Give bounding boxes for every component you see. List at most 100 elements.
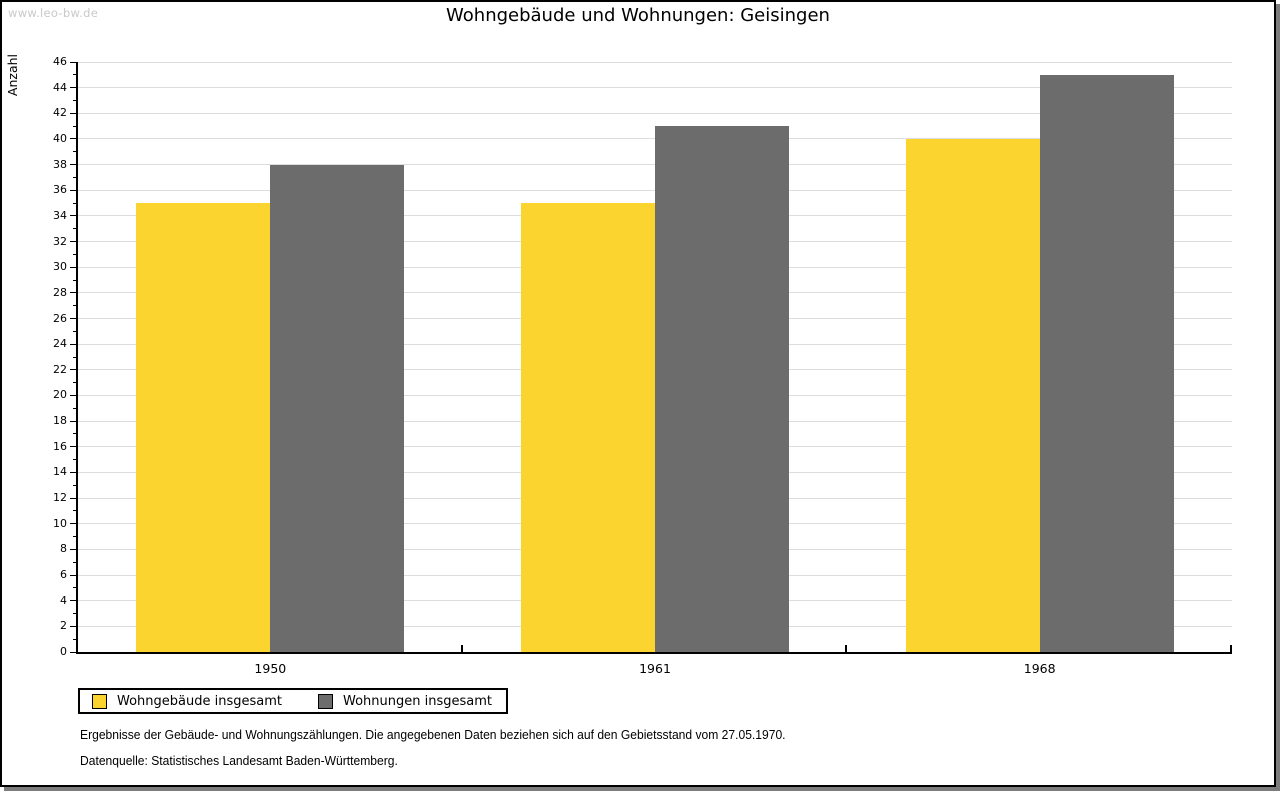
y-tick-label: 14 xyxy=(53,465,67,479)
y-minor-tick xyxy=(73,151,76,153)
bar-wohnungen-1950 xyxy=(270,164,405,652)
y-minor-tick xyxy=(73,202,76,204)
bar-wohngebaeude-1968 xyxy=(905,138,1040,652)
y-minor-tick xyxy=(73,407,76,409)
y-major-tick xyxy=(70,394,76,396)
y-axis-line xyxy=(76,62,78,652)
y-major-tick xyxy=(70,164,76,166)
gridline xyxy=(78,61,1232,63)
y-major-tick xyxy=(70,215,76,217)
legend-label-wohngebaeude: Wohngebäude insgesamt xyxy=(117,693,282,709)
y-tick-label: 30 xyxy=(53,260,67,274)
y-tick-label: 2 xyxy=(60,619,67,633)
x-tick-label: 1950 xyxy=(254,661,287,676)
y-minor-tick xyxy=(73,176,76,178)
legend-swatch-wohnungen xyxy=(318,693,333,709)
bar-wohngebaeude-1950 xyxy=(136,203,271,652)
y-tick-label: 10 xyxy=(53,516,67,530)
x-group-tick xyxy=(1230,645,1232,652)
x-tick-label: 1968 xyxy=(1023,661,1056,676)
y-tick-label: 42 xyxy=(53,106,67,120)
y-tick-label: 6 xyxy=(60,568,67,582)
y-minor-tick xyxy=(73,74,76,76)
y-major-tick xyxy=(70,651,76,653)
y-tick-label: 16 xyxy=(53,439,67,453)
y-tick-label: 36 xyxy=(53,183,67,197)
y-minor-tick xyxy=(73,484,76,486)
y-minor-tick xyxy=(73,510,76,512)
y-minor-tick xyxy=(73,459,76,461)
x-axis-line xyxy=(76,652,1232,654)
legend-swatch-wohngebaeude xyxy=(92,693,107,709)
y-minor-tick xyxy=(73,356,76,358)
y-tick-label: 46 xyxy=(53,55,67,68)
y-minor-tick xyxy=(73,99,76,101)
y-minor-tick xyxy=(73,125,76,127)
y-major-tick xyxy=(70,189,76,191)
y-minor-tick xyxy=(73,587,76,589)
y-tick-label: 38 xyxy=(53,157,67,171)
y-major-tick xyxy=(70,471,76,473)
y-tick-label: 18 xyxy=(53,414,67,428)
y-major-tick xyxy=(70,138,76,140)
y-major-tick xyxy=(70,343,76,345)
legend-item-wohngebaeude: Wohngebäude insgesamt xyxy=(92,693,282,709)
x-tick-label: 1961 xyxy=(639,661,671,676)
x-group-tick xyxy=(845,645,848,652)
y-minor-tick xyxy=(73,279,76,281)
y-major-tick xyxy=(70,241,76,243)
y-major-tick xyxy=(70,497,76,499)
y-tick-label: 8 xyxy=(60,542,67,556)
y-minor-tick xyxy=(73,382,76,384)
y-major-tick xyxy=(70,266,76,268)
y-major-tick xyxy=(70,446,76,448)
y-major-tick xyxy=(70,318,76,320)
y-major-tick xyxy=(70,574,76,576)
y-tick-label: 26 xyxy=(53,311,67,325)
footnote-source-note: Ergebnisse der Gebäude- und Wohnungszähl… xyxy=(80,727,786,742)
bar-wohnungen-1968 xyxy=(1039,74,1174,652)
y-minor-tick xyxy=(73,228,76,230)
y-major-tick xyxy=(70,369,76,371)
chart-title: Wohngebäude und Wohnungen: Geisingen xyxy=(446,5,830,26)
y-tick-label: 0 xyxy=(60,645,67,658)
y-major-tick xyxy=(70,292,76,294)
y-minor-tick xyxy=(73,433,76,435)
y-minor-tick xyxy=(73,613,76,615)
bar-wohngebaeude-1961 xyxy=(521,203,655,652)
y-tick-label: 40 xyxy=(53,131,67,145)
x-group-tick xyxy=(460,645,463,652)
y-major-tick xyxy=(70,420,76,422)
bar-wohnungen-1961 xyxy=(655,126,789,652)
y-major-tick xyxy=(70,625,76,627)
y-tick-label: 22 xyxy=(53,362,67,376)
y-tick-label: 32 xyxy=(53,234,67,248)
y-major-tick xyxy=(70,523,76,525)
y-minor-tick xyxy=(73,330,76,332)
gridline xyxy=(78,112,1232,114)
gridline xyxy=(78,87,1232,89)
y-major-tick xyxy=(70,112,76,114)
y-major-tick xyxy=(70,61,76,63)
legend: Wohngebäude insgesamt Wohnungen insgesam… xyxy=(78,688,508,714)
y-tick-label: 20 xyxy=(53,388,67,402)
y-tick-label: 44 xyxy=(53,80,67,94)
y-minor-tick xyxy=(73,305,76,307)
y-tick-label: 24 xyxy=(53,337,67,351)
y-minor-tick xyxy=(73,561,76,563)
y-major-tick xyxy=(70,548,76,550)
y-major-tick xyxy=(70,87,76,89)
y-minor-tick xyxy=(73,536,76,538)
plot-area: 0 2 4 6 8 10 12 14 16 18 20 22 24 26 28 30 32 34 36 38 40 42 4… xyxy=(53,55,1232,676)
footnote-datenquelle: Datenquelle: Statistisches Landesamt Bad… xyxy=(80,753,398,768)
y-tick-label: 4 xyxy=(60,593,67,607)
y-tick-label: 34 xyxy=(53,208,67,222)
y-tick-label: 28 xyxy=(53,285,67,299)
y-major-tick xyxy=(70,600,76,602)
y-minor-tick xyxy=(73,638,76,640)
y-axis-title: Anzahl xyxy=(5,54,20,97)
y-tick-label: 12 xyxy=(53,491,67,505)
legend-item-wohnungen: Wohnungen insgesamt xyxy=(318,693,492,709)
legend-label-wohnungen: Wohnungen insgesamt xyxy=(343,693,492,709)
